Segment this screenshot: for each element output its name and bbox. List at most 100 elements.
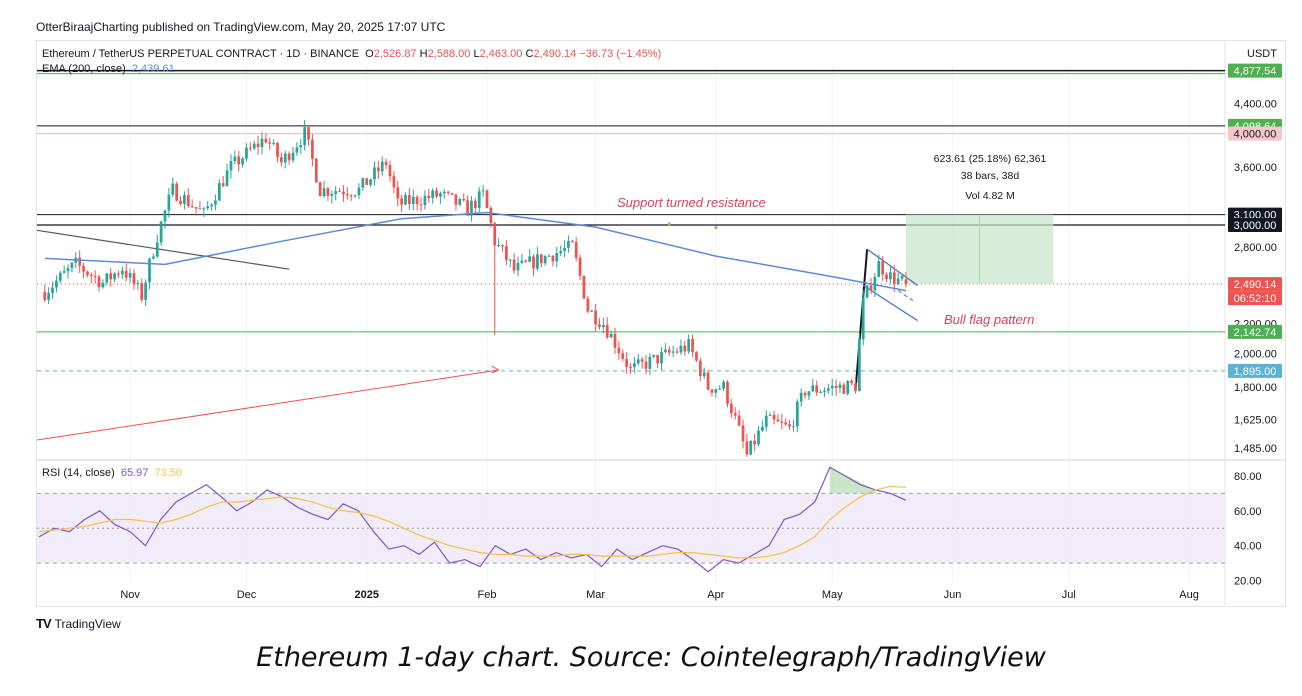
rsi-ma-line[interactable]	[38, 485, 906, 559]
candle[interactable]	[175, 181, 179, 202]
candle[interactable]	[869, 277, 873, 295]
candle[interactable]	[892, 265, 896, 292]
red-trendline[interactable]	[36, 369, 499, 441]
candle[interactable]	[369, 178, 372, 187]
candle[interactable]	[260, 131, 264, 155]
candle[interactable]	[605, 317, 609, 340]
candle[interactable]	[342, 185, 345, 203]
candle[interactable]	[357, 183, 361, 200]
candle[interactable]	[885, 272, 888, 283]
candle[interactable]	[757, 426, 760, 447]
candle[interactable]	[311, 133, 314, 167]
candle[interactable]	[237, 150, 241, 172]
candle[interactable]	[47, 287, 50, 305]
candle[interactable]	[140, 278, 144, 303]
candle[interactable]	[629, 362, 632, 375]
candle[interactable]	[152, 253, 155, 260]
candle[interactable]	[745, 433, 749, 457]
candle[interactable]	[830, 378, 834, 396]
candle[interactable]	[210, 203, 213, 211]
candle[interactable]	[466, 195, 469, 216]
candle[interactable]	[477, 186, 481, 213]
candle[interactable]	[404, 192, 407, 206]
price-label[interactable]: 3,000.00	[1228, 217, 1282, 232]
candle[interactable]	[124, 263, 128, 282]
candle[interactable]	[51, 281, 54, 299]
candle[interactable]	[889, 267, 892, 285]
candle[interactable]	[578, 254, 582, 280]
candle[interactable]	[539, 254, 543, 268]
candle[interactable]	[202, 206, 206, 218]
price-label[interactable]: 1,895.00	[1228, 363, 1282, 378]
candle[interactable]	[303, 119, 307, 151]
candle[interactable]	[726, 380, 729, 408]
candle[interactable]	[543, 254, 547, 266]
candle[interactable]	[163, 209, 167, 229]
candle[interactable]	[113, 272, 116, 283]
candle[interactable]	[338, 187, 341, 193]
candle[interactable]	[524, 259, 528, 263]
candle[interactable]	[660, 347, 663, 371]
candle[interactable]	[501, 244, 504, 252]
candle[interactable]	[695, 350, 698, 363]
candle[interactable]	[117, 270, 120, 278]
candle[interactable]	[733, 407, 737, 420]
candle[interactable]	[656, 354, 660, 368]
candle[interactable]	[148, 257, 151, 289]
candle[interactable]	[601, 317, 605, 334]
candle[interactable]	[345, 187, 349, 200]
candle[interactable]	[322, 180, 326, 198]
descending-trendline[interactable]	[36, 229, 290, 270]
candle[interactable]	[245, 143, 248, 162]
candle[interactable]	[264, 133, 268, 144]
candle[interactable]	[221, 175, 225, 188]
candle[interactable]	[683, 340, 687, 356]
candle[interactable]	[644, 355, 648, 375]
candle[interactable]	[532, 254, 535, 277]
candle[interactable]	[272, 139, 275, 146]
candle[interactable]	[679, 339, 683, 355]
candle[interactable]	[617, 341, 621, 360]
candle[interactable]	[109, 268, 113, 287]
candle[interactable]	[470, 196, 473, 222]
candle[interactable]	[842, 382, 846, 395]
candle[interactable]	[167, 187, 171, 218]
candle[interactable]	[454, 194, 458, 211]
candle[interactable]	[136, 280, 140, 290]
candle[interactable]	[850, 379, 853, 386]
candle[interactable]	[823, 387, 826, 398]
candle[interactable]	[714, 388, 718, 398]
candle[interactable]	[252, 140, 256, 151]
candle[interactable]	[384, 158, 388, 170]
price-label[interactable]: 4,877.54	[1228, 63, 1282, 78]
candle[interactable]	[586, 295, 590, 314]
candle[interactable]	[749, 440, 753, 456]
candle[interactable]	[144, 279, 147, 307]
candle[interactable]	[811, 378, 815, 393]
candle[interactable]	[93, 270, 97, 284]
candle[interactable]	[446, 190, 450, 196]
candle[interactable]	[636, 353, 640, 366]
candle[interactable]	[904, 271, 908, 288]
candle[interactable]	[361, 177, 365, 191]
candle[interactable]	[799, 388, 803, 407]
candle[interactable]	[97, 274, 101, 292]
candle[interactable]	[807, 390, 811, 401]
candle[interactable]	[159, 220, 163, 247]
candle[interactable]	[439, 191, 442, 204]
candle[interactable]	[183, 191, 186, 210]
candle[interactable]	[450, 192, 454, 196]
candle[interactable]	[795, 399, 799, 433]
candle[interactable]	[764, 410, 768, 432]
candle[interactable]	[702, 367, 706, 380]
candle[interactable]	[206, 200, 210, 211]
candle[interactable]	[493, 221, 497, 336]
price-label[interactable]: 2,490.14	[1228, 277, 1282, 292]
candle[interactable]	[55, 275, 58, 293]
candle[interactable]	[633, 356, 636, 374]
candle[interactable]	[241, 156, 244, 168]
candle[interactable]	[388, 160, 392, 182]
price-label[interactable]: 4,000.00	[1228, 126, 1282, 141]
candle[interactable]	[648, 353, 652, 376]
candle[interactable]	[458, 197, 462, 207]
